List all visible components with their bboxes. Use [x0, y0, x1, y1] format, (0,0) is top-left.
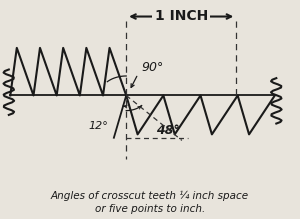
Text: or five points to inch.: or five points to inch.: [95, 204, 205, 214]
Text: 90°: 90°: [142, 61, 164, 74]
Text: 12°: 12°: [88, 121, 108, 131]
Text: 1 INCH: 1 INCH: [154, 9, 208, 23]
Text: Angles of crosscut teeth ¼ inch space: Angles of crosscut teeth ¼ inch space: [51, 191, 249, 201]
Text: 48°: 48°: [156, 124, 180, 136]
